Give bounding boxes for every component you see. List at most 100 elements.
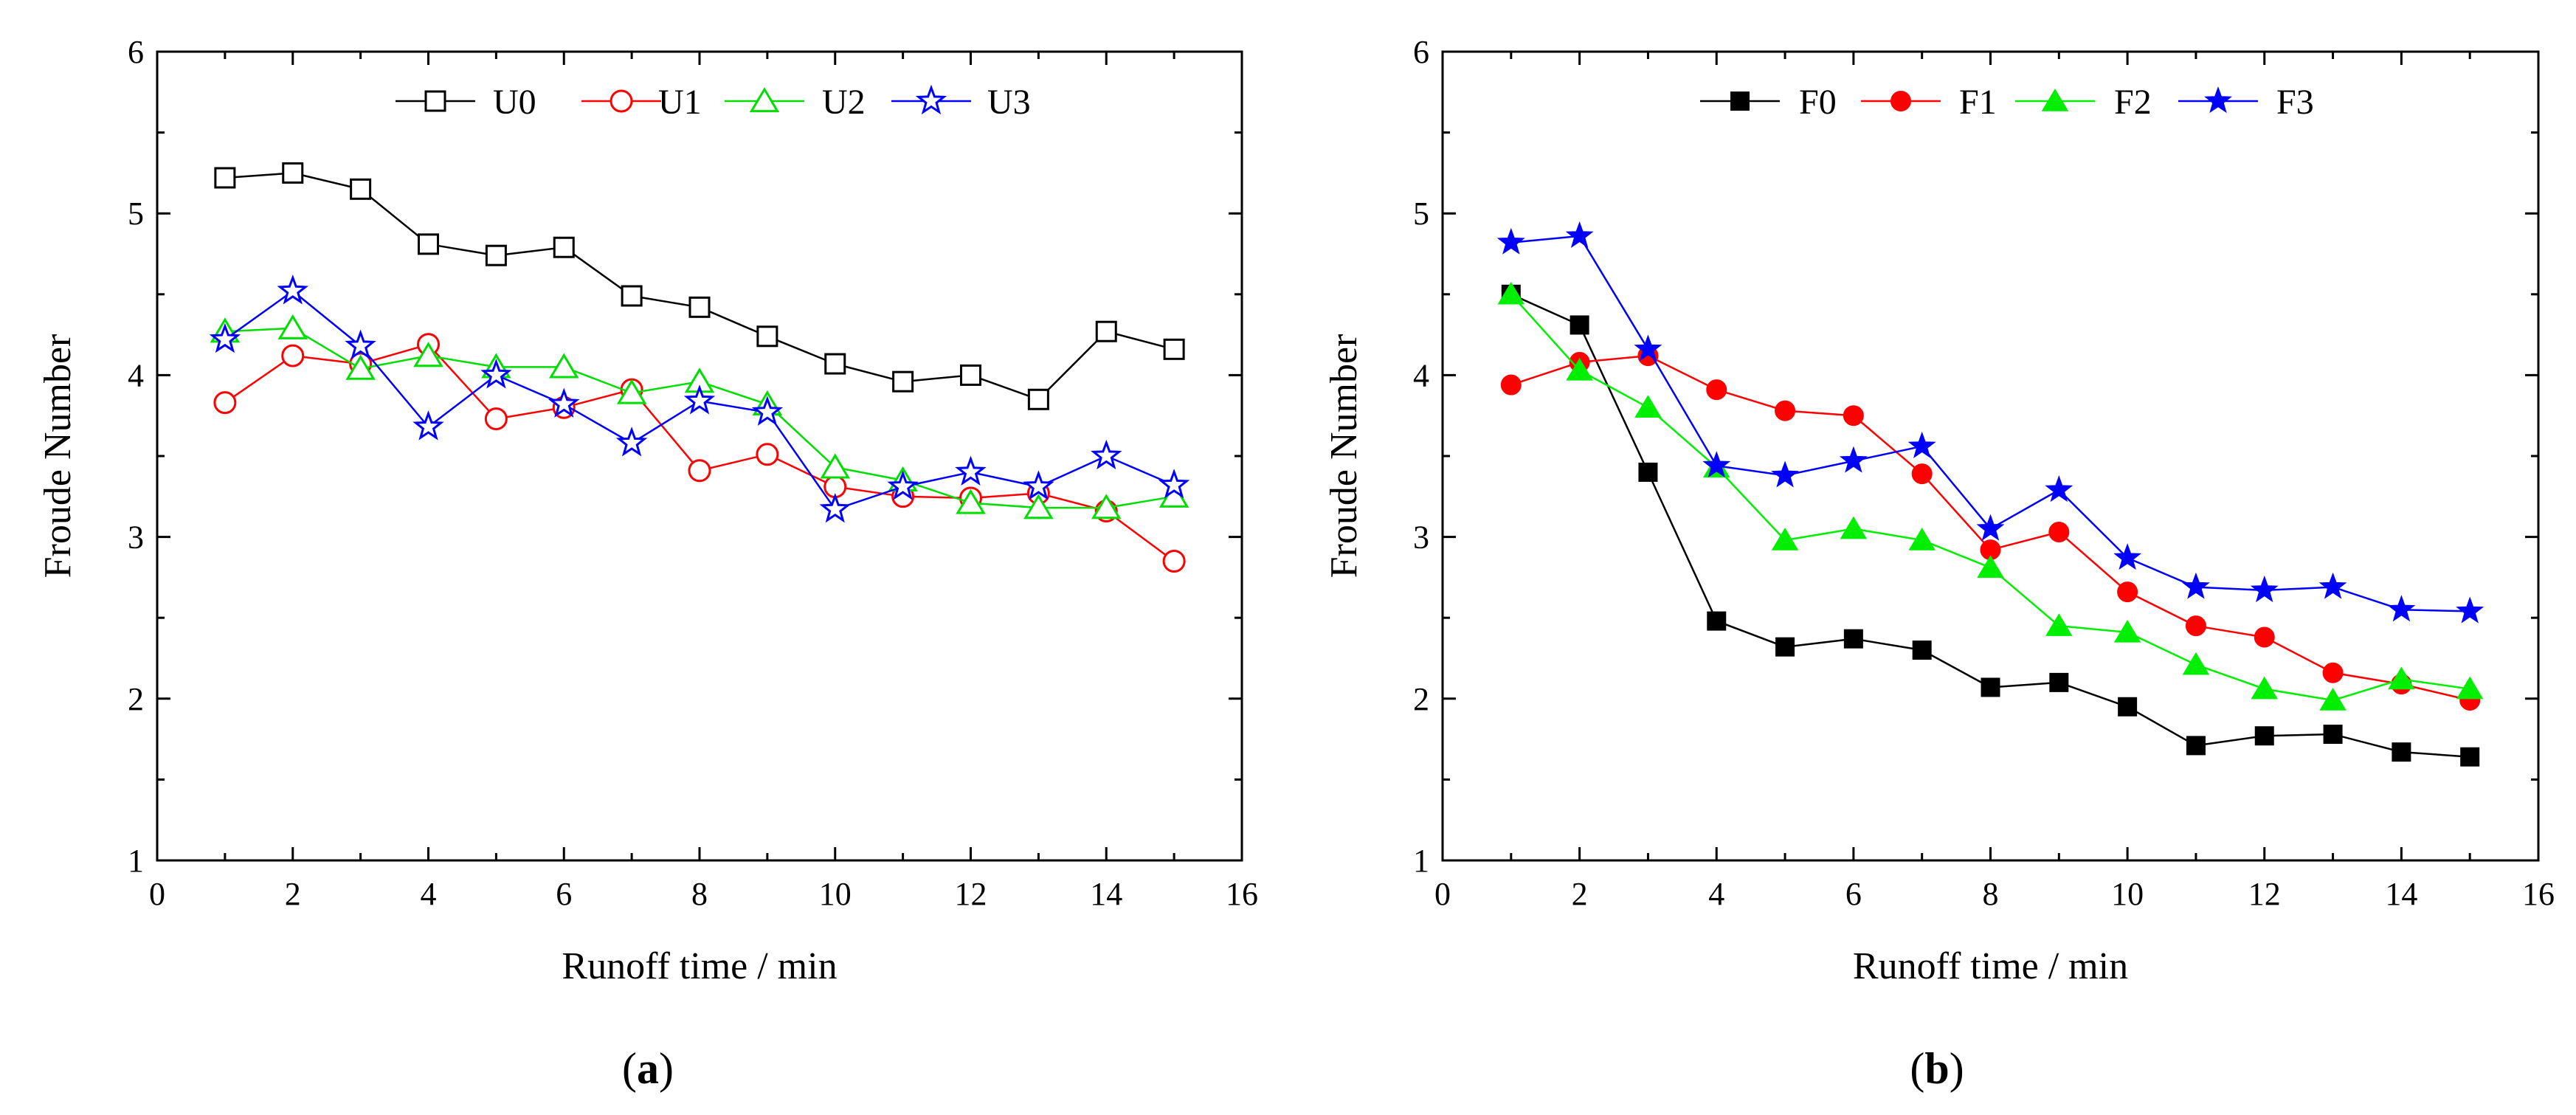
data-point-U0: [621, 285, 643, 307]
x-tick-label: 10: [819, 876, 852, 912]
data-point-F2: [1771, 528, 1799, 550]
data-point-F3: [1976, 514, 2005, 541]
data-point-F3: [1907, 431, 1936, 458]
x-tick-label: 4: [421, 876, 437, 912]
data-point-F0: [1707, 611, 1727, 631]
data-point-F2: [2319, 688, 2347, 711]
data-point-F2: [1566, 357, 1593, 381]
data-point-U0: [350, 178, 372, 200]
data-point-U0: [553, 236, 575, 258]
data-point-U0: [756, 325, 778, 348]
data-point-F0: [2118, 697, 2138, 717]
data-point-U3: [819, 492, 852, 523]
data-point-F1: [2048, 522, 2070, 543]
legend-marker-U0: [424, 90, 446, 112]
data-point-U2: [956, 489, 986, 514]
data-point-F2: [2113, 619, 2141, 643]
data-point-F0: [1570, 315, 1589, 335]
data-point-U0: [688, 296, 711, 318]
x-tick-label: 0: [1434, 876, 1451, 912]
data-point-U0: [1163, 338, 1185, 360]
data-point-F3: [1634, 334, 1662, 362]
data-point-F3: [2456, 596, 2485, 624]
panel-label: (a): [622, 1044, 674, 1093]
data-point-U2: [549, 353, 579, 379]
data-point-U1: [1162, 549, 1186, 573]
data-point-U1: [756, 443, 779, 466]
x-tick-label: 2: [1572, 876, 1588, 912]
data-point-U0: [1095, 320, 1117, 342]
data-point-F3: [1565, 221, 1594, 248]
data-point-U3: [615, 427, 648, 457]
legend-marker-F1: [1890, 91, 1911, 111]
legend: U0 U1 U2 U3: [396, 83, 1031, 122]
data-point-F1: [1843, 405, 1864, 427]
data-point-F2: [2251, 676, 2279, 700]
data-point-U0: [485, 244, 507, 266]
x-tick-label: 10: [2111, 876, 2144, 912]
legend-marker-U2: [749, 87, 780, 113]
data-point-F2: [2456, 676, 2484, 700]
x-tick-label: 8: [691, 876, 708, 912]
y-tick-label: 3: [128, 519, 144, 556]
data-point-U2: [616, 379, 647, 404]
x-axis-label: Runoff time / min: [562, 945, 837, 987]
data-point-U0: [282, 162, 304, 184]
data-point-U1: [688, 459, 711, 483]
y-tick-label: 6: [128, 34, 144, 70]
data-point-U2: [820, 453, 850, 479]
x-tick-label: 4: [1708, 876, 1724, 912]
data-point-F0: [2460, 747, 2480, 767]
data-point-U2: [345, 354, 376, 380]
data-point-F2: [1497, 281, 1525, 305]
y-axis-label: Froude Number: [37, 334, 79, 579]
plot-frame: [156, 50, 1243, 862]
data-point-U1: [484, 407, 508, 431]
x-tick-label: 6: [556, 876, 572, 912]
y-tick-label: 1: [1413, 843, 1429, 879]
data-point-F3: [2182, 572, 2210, 599]
data-point-F1: [2185, 615, 2206, 637]
data-point-U3: [1023, 470, 1054, 500]
data-point-F1: [2322, 662, 2344, 683]
y-tick-label: 4: [1413, 357, 1429, 393]
data-point-U0: [824, 353, 846, 375]
data-point-F3: [1496, 227, 1525, 255]
x-tick-label: 16: [1226, 876, 1258, 912]
y-tick-label: 3: [1413, 519, 1429, 556]
data-point-F1: [2254, 626, 2275, 648]
data-point-U0: [214, 167, 236, 189]
data-point-F1: [1706, 379, 1727, 401]
legend-label-U2: U2: [822, 83, 866, 122]
x-tick-label: 12: [2248, 876, 2281, 912]
data-point-U2: [277, 314, 308, 339]
y-tick-label: 2: [128, 681, 144, 717]
y-axis-label: Froude Number: [1323, 334, 1365, 579]
data-point-U3: [751, 396, 784, 426]
x-tick-label: 2: [285, 876, 301, 912]
data-point-U0: [1027, 388, 1049, 410]
data-point-U2: [1023, 494, 1054, 519]
data-point-F1: [1911, 463, 1933, 485]
data-point-F3: [1771, 460, 1799, 488]
series-U0: [214, 162, 1185, 410]
x-axis-label: Runoff time / min: [1853, 945, 2128, 987]
data-point-U1: [213, 391, 237, 415]
legend-label-U1: U1: [658, 83, 702, 122]
data-point-F3: [2113, 543, 2142, 570]
legend-label-F1: F1: [1959, 83, 1997, 122]
data-point-F0: [2392, 742, 2411, 762]
data-point-F0: [2323, 725, 2343, 745]
y-tick-label: 5: [128, 196, 144, 232]
data-point-F0: [1775, 637, 1795, 657]
data-point-U3: [209, 322, 241, 353]
data-point-F0: [1843, 629, 1863, 649]
series-U3: [209, 275, 1190, 523]
x-tick-label: 0: [149, 876, 165, 912]
legend-marker-F3: [2204, 86, 2232, 114]
data-point-F0: [1912, 641, 1932, 660]
legend: F0 F1 F2 F3: [1700, 83, 2314, 122]
data-point-U0: [960, 364, 981, 386]
